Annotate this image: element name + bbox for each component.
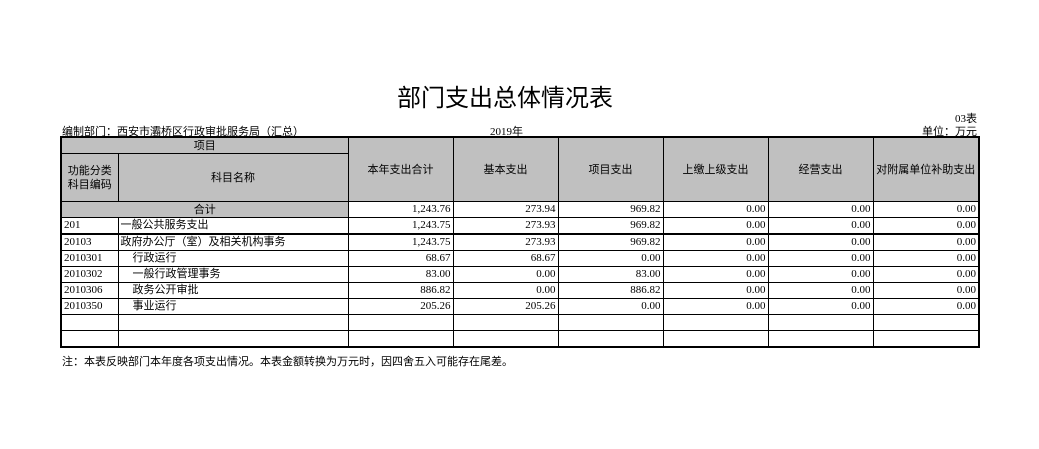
cell	[767, 330, 874, 348]
cell	[662, 330, 769, 348]
cell: 0.00	[452, 266, 559, 283]
cell: 969.82	[557, 233, 664, 251]
header-col: 对附属单位补助支出	[872, 136, 980, 202]
department: 编制部门：西安市灞桥区行政审批服务局（汇总）	[62, 126, 304, 138]
cell: 0.00	[767, 201, 874, 218]
cell: 0.00	[872, 298, 980, 315]
cell: 0.00	[557, 298, 664, 315]
cell: 0.00	[662, 266, 769, 283]
footnote: 注：本表反映部门本年度各项支出情况。本表金额转换为万元时，因四舍五入可能存在尾差…	[62, 356, 513, 368]
cell: 1,243.76	[347, 201, 454, 218]
cell: 83.00	[347, 266, 454, 283]
header-item: 项目	[60, 136, 349, 154]
name-cell: 政务公开审批	[117, 282, 349, 299]
cell	[557, 314, 664, 331]
year: 2019年	[490, 126, 523, 138]
cell	[117, 314, 349, 331]
cell: 0.00	[767, 266, 874, 283]
cell: 969.82	[557, 201, 664, 218]
cell: 83.00	[557, 266, 664, 283]
total-row: 合计 1,243.76 273.94 969.82 0.00 0.00 0.00	[60, 201, 980, 218]
cell: 0.00	[872, 266, 980, 283]
cell: 0.00	[557, 250, 664, 267]
cell: 273.93	[452, 233, 559, 251]
name-cell: 事业运行	[117, 298, 349, 315]
cell	[872, 314, 980, 331]
cell: 205.26	[347, 298, 454, 315]
page-title: 部门支出总体情况表	[397, 86, 613, 112]
cell: 0.00	[767, 250, 874, 267]
table-row: 2010301 行政运行 68.67 68.67 0.00 0.00 0.00 0.00	[60, 250, 980, 267]
header-col: 经营支出	[767, 136, 874, 202]
header-col: 基本支出	[452, 136, 559, 202]
cell: 0.00	[767, 282, 874, 299]
name-cell: 一般公共服务支出	[117, 217, 349, 235]
cell	[767, 314, 874, 331]
unit: 单位：万元	[922, 126, 977, 138]
cell: 0.00	[662, 217, 769, 235]
cell: 68.67	[452, 250, 559, 267]
cell: 0.00	[662, 201, 769, 218]
header-name: 科目名称	[117, 153, 349, 202]
header-code: 功能分类科目编码	[60, 153, 119, 202]
name-cell: 政府办公厅（室）及相关机构事务	[117, 233, 349, 251]
cell: 0.00	[767, 217, 874, 235]
cell	[60, 330, 119, 348]
header-col: 项目支出	[557, 136, 664, 202]
cell: 273.94	[452, 201, 559, 218]
cell	[117, 330, 349, 348]
empty-row	[60, 314, 980, 331]
cell	[662, 314, 769, 331]
code-cell: 2010306	[60, 282, 119, 299]
cell: 68.67	[347, 250, 454, 267]
cell: 886.82	[347, 282, 454, 299]
cell: 0.00	[662, 233, 769, 251]
cell: 0.00	[662, 250, 769, 267]
code-cell: 201	[60, 217, 119, 235]
table-row: 2010302 一般行政管理事务 83.00 0.00 83.00 0.00 0.00 0.0…	[60, 266, 980, 283]
code-cell: 2010350	[60, 298, 119, 315]
header-col: 上缴上级支出	[662, 136, 769, 202]
table-row: 20103 政府办公厅（室）及相关机构事务 1,243.75 273.93 969.82…	[60, 233, 980, 251]
expenditure-table: 项目 本年支出合计 基本支出 项目支出 上缴上级支出 经营支出 对附属单位补助支…	[60, 136, 980, 348]
cell	[347, 330, 454, 348]
header-col: 本年支出合计	[347, 136, 454, 202]
cell: 205.26	[452, 298, 559, 315]
cell: 1,243.75	[347, 217, 454, 235]
code-cell: 2010301	[60, 250, 119, 267]
cell: 0.00	[767, 233, 874, 251]
cell: 0.00	[872, 201, 980, 218]
cell: 273.93	[452, 217, 559, 235]
cell	[347, 314, 454, 331]
cell: 0.00	[872, 233, 980, 251]
cell	[452, 314, 559, 331]
cell: 0.00	[662, 282, 769, 299]
empty-row	[60, 330, 980, 348]
table-row: 2010306 政务公开审批 886.82 0.00 886.82 0.00 0.00 0.0…	[60, 282, 980, 299]
total-label: 合计	[60, 201, 349, 218]
cell: 1,243.75	[347, 233, 454, 251]
code-cell: 2010302	[60, 266, 119, 283]
cell: 0.00	[767, 298, 874, 315]
cell	[452, 330, 559, 348]
table-number: 03表	[955, 113, 977, 125]
cell: 969.82	[557, 217, 664, 235]
cell: 0.00	[452, 282, 559, 299]
cell	[60, 314, 119, 331]
table-row: 201 一般公共服务支出 1,243.75 273.93 969.82 0.00 0.00 0…	[60, 217, 980, 235]
cell	[557, 330, 664, 348]
code-cell: 20103	[60, 233, 119, 251]
cell: 886.82	[557, 282, 664, 299]
cell: 0.00	[872, 217, 980, 235]
name-cell: 一般行政管理事务	[117, 266, 349, 283]
cell	[872, 330, 980, 348]
cell: 0.00	[872, 250, 980, 267]
table-row: 2010350 事业运行 205.26 205.26 0.00 0.00 0.00 0.00	[60, 298, 980, 315]
cell: 0.00	[662, 298, 769, 315]
name-cell: 行政运行	[117, 250, 349, 267]
cell: 0.00	[872, 282, 980, 299]
